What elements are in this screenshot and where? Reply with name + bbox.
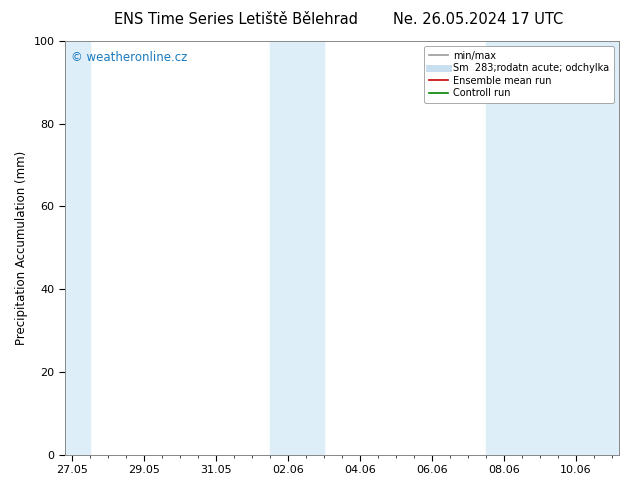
Bar <box>486 41 619 455</box>
Text: © weatheronline.cz: © weatheronline.cz <box>70 51 187 64</box>
Y-axis label: Precipitation Accumulation (mm): Precipitation Accumulation (mm) <box>15 151 28 345</box>
Text: Ne. 26.05.2024 17 UTC: Ne. 26.05.2024 17 UTC <box>393 12 564 27</box>
Legend: min/max, Sm  283;rodatn acute; odchylka, Ensemble mean run, Controll run: min/max, Sm 283;rodatn acute; odchylka, … <box>424 46 614 103</box>
Text: ENS Time Series Letiště Bělehrad: ENS Time Series Letiště Bělehrad <box>114 12 358 27</box>
Bar <box>270 41 324 455</box>
Bar <box>65 41 90 455</box>
